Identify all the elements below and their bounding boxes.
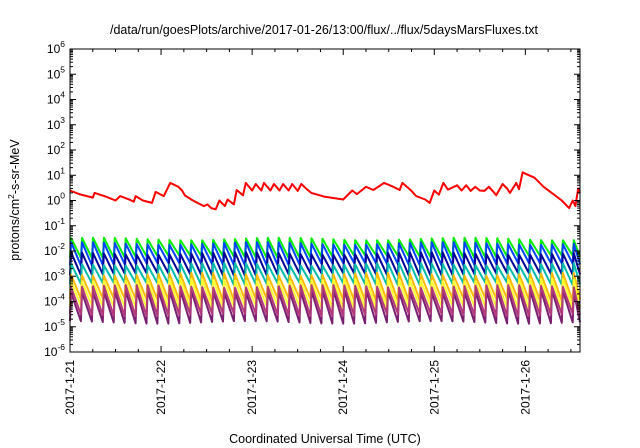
x-tick-label: 2017-1-22 (154, 360, 168, 415)
y-axis-label-tail: -s-sr-MeV (8, 139, 22, 195)
y-tick-label: 102 (47, 140, 65, 157)
y-axis-label-sup: 2 (6, 194, 16, 199)
x-tick-label: 2017-1-26 (518, 360, 532, 415)
x-tick-label: 2017-1-25 (427, 360, 441, 415)
y-tick-label: 10-5 (44, 317, 65, 334)
y-tick-label: 10-3 (44, 266, 65, 283)
series-line-8 (69, 284, 581, 318)
y-tick-label: 10-2 (44, 241, 65, 258)
y-tick-label: 10-4 (44, 292, 65, 309)
y-tick-label: 10-1 (44, 216, 65, 233)
x-axis-ticks: 2017-1-21 2017-1-22 2017-1-23 2017-1-24 2017… (63, 49, 572, 415)
y-tick-label: 103 (47, 115, 65, 132)
y-tick-label: 100 (47, 191, 65, 208)
plot-frame (69, 48, 581, 353)
x-axis-label: Coordinated Universal Time (UTC) (229, 432, 421, 446)
x-tick-label: 2017-1-24 (336, 360, 350, 415)
y-tick-label: 10-6 (44, 342, 65, 359)
series-line-0 (69, 171, 581, 211)
y-tick-label: 101 (47, 165, 65, 182)
y-tick-label: 105 (47, 64, 65, 81)
x-tick-label: 2017-1-23 (245, 360, 259, 415)
y-tick-label: 104 (47, 90, 65, 107)
x-tick-label: 2017-1-21 (63, 360, 77, 415)
chart-title: /data/run/goesPlots/archive/2017-01-26/1… (110, 23, 539, 37)
series-layer (69, 171, 581, 325)
y-axis-label-main: protons/cm (8, 199, 22, 261)
y-axis-label: protons/cm2-s-sr-MeV (6, 139, 22, 261)
y-axis-ticks: 10-6 10-5 10-4 10-3 10-2 10-1 100 101 102 103 104 1… (44, 39, 580, 359)
y-tick-label: 106 (47, 39, 65, 56)
